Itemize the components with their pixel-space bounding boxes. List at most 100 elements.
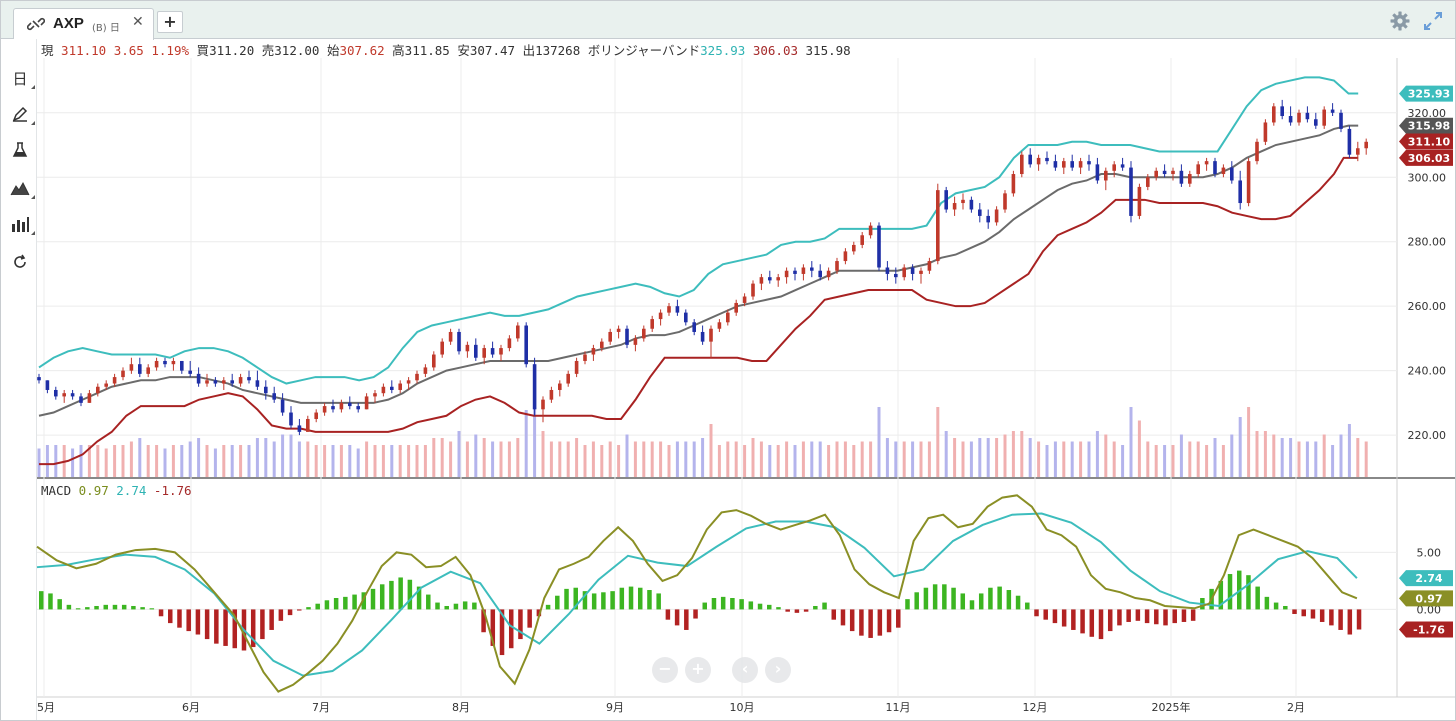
candle-body xyxy=(902,267,906,278)
macd-histogram-bar xyxy=(1301,609,1306,617)
zoom-out-button[interactable]: − xyxy=(652,657,678,683)
volume-bar xyxy=(961,441,965,477)
price-tick-label: 280.00 xyxy=(1408,236,1447,249)
volume-bar xyxy=(306,441,310,477)
mountain-icon xyxy=(10,181,30,196)
volume-bar xyxy=(113,445,117,477)
macd-histogram-bar xyxy=(1347,609,1353,635)
high-label: 高 xyxy=(392,43,405,58)
close-icon[interactable]: ✕ xyxy=(132,14,144,30)
volume-bar xyxy=(407,445,411,477)
chart-type-bars-button[interactable] xyxy=(7,211,35,237)
scroll-right-button[interactable]: › xyxy=(765,657,791,683)
zoom-in-button[interactable]: + xyxy=(685,657,711,683)
volume-bar xyxy=(566,441,570,477)
macd-histogram-bar xyxy=(859,609,864,636)
macd-histogram-bar xyxy=(1163,609,1168,626)
candle-body xyxy=(482,348,486,358)
candle-body xyxy=(1188,174,1192,184)
candle-body xyxy=(658,312,663,320)
volume-bar xyxy=(1179,434,1183,477)
volume-bar xyxy=(701,438,705,477)
candle-body xyxy=(1028,154,1032,165)
gear-icon[interactable] xyxy=(1389,10,1411,32)
drawing-tool-button[interactable] xyxy=(7,101,35,127)
price-tick-label: 300.00 xyxy=(1408,171,1447,184)
volume-bar xyxy=(642,441,646,477)
macd-histogram-bar xyxy=(389,580,394,610)
macd-histogram-bar xyxy=(656,593,661,610)
volume-bar xyxy=(533,407,537,477)
candle-body xyxy=(541,399,545,410)
macd-histogram-bar xyxy=(1181,609,1187,622)
refresh-button[interactable] xyxy=(7,249,33,275)
candle-body xyxy=(1356,148,1360,155)
bollinger-mid-value: 315.98 xyxy=(805,43,851,58)
macd-histogram-bar xyxy=(131,605,136,610)
macd-histogram-bar xyxy=(1080,609,1085,634)
candle-body xyxy=(188,370,192,374)
candle-body xyxy=(558,383,562,390)
candle-body xyxy=(180,360,184,371)
candle-body xyxy=(1070,161,1074,168)
macd-histogram-bar xyxy=(333,598,339,610)
timeframe-day-label: 日 xyxy=(12,69,28,88)
candle-body xyxy=(1053,161,1058,168)
tab-axp[interactable]: AXP (B) 日 ✕ xyxy=(13,8,154,40)
macd-histogram-bar xyxy=(628,586,634,610)
volume-bar xyxy=(978,438,982,477)
candle-body xyxy=(1045,157,1049,162)
volume-bar xyxy=(885,438,889,477)
macd-histogram-bar xyxy=(730,598,735,610)
macd-value-tag-label: 0.97 xyxy=(1415,592,1442,605)
volume-bar xyxy=(860,441,864,477)
candle-body xyxy=(1112,164,1116,171)
expand-arrows-icon[interactable] xyxy=(1422,10,1444,32)
candle-body xyxy=(574,360,579,374)
low-label: 安 xyxy=(457,43,470,58)
volume-bar xyxy=(1137,420,1141,477)
volume-bar xyxy=(936,407,940,477)
volume-bar xyxy=(818,441,822,477)
chart-type-mountain-button[interactable] xyxy=(7,175,35,201)
volume-bar xyxy=(272,441,276,477)
macd-histogram-bar xyxy=(988,587,993,610)
candle-body xyxy=(1364,141,1368,149)
link-broken-icon[interactable] xyxy=(26,15,46,33)
candle-body xyxy=(734,302,738,313)
volume-bar xyxy=(474,434,478,477)
x-tick-label: 11月 xyxy=(886,701,911,714)
volume-bar xyxy=(138,438,142,477)
tab-symbol: AXP xyxy=(53,15,84,32)
candle-body xyxy=(919,270,923,274)
volume-bar xyxy=(600,445,604,477)
volume-bar xyxy=(415,445,419,477)
macd-histogram-bar xyxy=(195,609,201,635)
candle-body xyxy=(255,380,260,387)
timeframe-day-button[interactable]: 日 xyxy=(7,65,35,91)
indicator-flask-button[interactable] xyxy=(7,137,33,163)
add-tab-button[interactable]: + xyxy=(157,11,183,33)
volume-bar xyxy=(558,441,562,477)
macd-histogram-bar xyxy=(361,592,367,610)
volume-bar xyxy=(751,438,755,477)
bollinger-mid-line xyxy=(38,124,1359,417)
volume-bar xyxy=(944,431,948,477)
macd-histogram-bar xyxy=(1043,609,1048,620)
macd-histogram-bar xyxy=(1338,609,1343,630)
candle-body xyxy=(961,199,965,204)
price-tag-label: 306.03 xyxy=(1408,152,1450,165)
volume-bar xyxy=(793,445,797,477)
candle-body xyxy=(398,383,402,390)
volume-bar xyxy=(247,445,251,477)
candle-body xyxy=(532,364,537,410)
scroll-left-button[interactable]: ‹ xyxy=(732,657,758,683)
candle-body xyxy=(1238,180,1242,204)
macd-line xyxy=(36,494,1358,693)
volume-bar xyxy=(1129,407,1133,477)
volume-bar xyxy=(339,445,343,477)
volume-bar xyxy=(507,441,511,477)
high-value: 311.85 xyxy=(404,43,450,58)
volume-bar xyxy=(667,445,671,477)
